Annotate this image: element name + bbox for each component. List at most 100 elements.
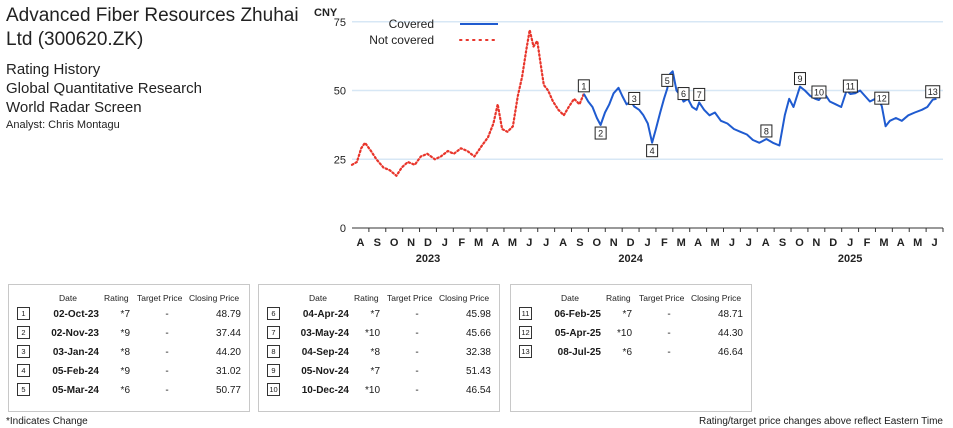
x-tick-label: N [610, 237, 618, 249]
x-tick-label: M [474, 237, 483, 249]
x-tick-label: J [442, 237, 448, 249]
rating-marker-label: 7 [697, 90, 702, 100]
rating-marker-label: 4 [650, 146, 655, 156]
rating-marker-label: 2 [598, 129, 603, 139]
x-tick-label: A [694, 237, 702, 249]
x-tick-label: J [526, 237, 532, 249]
cell-cp: 51.43 [465, 366, 491, 377]
rating-marker-box [793, 72, 806, 86]
cell-date: 03-May-24 [300, 328, 349, 339]
rating-table-3: Date Rating Target Price Closing Price 11 06-… [510, 284, 752, 412]
table-row: 10 10-Dec-24 *10 - 46.54 [259, 383, 499, 399]
cell-date: 05-Feb-24 [52, 366, 99, 377]
table-header: Date Rating Target Price Closing Price [9, 293, 249, 315]
x-tick-label: A [762, 237, 770, 249]
cell-num: 1 [17, 307, 30, 320]
cell-num: 5 [17, 383, 30, 396]
subtitle-screen: World Radar Screen [6, 99, 142, 116]
cell-cp: 50.77 [215, 385, 241, 396]
cell-rating: *8 [120, 347, 130, 358]
rating-marker-box [760, 124, 773, 138]
cell-rating: *7 [120, 309, 130, 320]
series-covered-line [582, 70, 937, 147]
cell-tp: - [667, 309, 671, 320]
rating-marker-box [874, 91, 890, 105]
x-tick-label: J [847, 237, 853, 249]
x-tick-label: N [407, 237, 415, 249]
x-tick-label: S [779, 237, 786, 249]
rating-marker-box [925, 85, 941, 99]
y-tick-label: 50 [334, 86, 346, 98]
y-tick-label: 0 [340, 223, 346, 235]
cell-tp: - [165, 385, 169, 396]
rating-marker-label: 12 [877, 94, 887, 104]
cell-date: 05-Mar-24 [52, 385, 99, 396]
cell-rating: *7 [622, 309, 632, 320]
series-not-covered-line [350, 28, 585, 177]
cell-rating: *9 [120, 328, 130, 339]
x-tick-label: M [913, 237, 922, 249]
rating-marker-box [577, 79, 590, 93]
cell-num: 12 [519, 326, 532, 339]
x-tick-label: M [710, 237, 719, 249]
table-row: 3 03-Jan-24 *8 - 44.20 [9, 345, 249, 361]
header-date: Date [309, 293, 327, 303]
header-rating: Rating [354, 293, 379, 303]
header-target: Target Price [387, 293, 433, 303]
cell-tp: - [415, 347, 419, 358]
table-row: 11 06-Feb-25 *7 - 48.71 [511, 307, 751, 323]
rating-marker-box [594, 126, 607, 140]
cell-rating: *6 [622, 347, 632, 358]
cell-date: 10-Dec-24 [301, 385, 349, 396]
cell-date: 08-Jul-25 [557, 347, 601, 358]
cell-rating: *6 [120, 385, 130, 396]
cell-tp: - [165, 366, 169, 377]
table-row: 13 08-Jul-25 *6 - 46.64 [511, 345, 751, 361]
cell-cp: 44.20 [215, 347, 241, 358]
cell-date: 05-Apr-25 [554, 328, 601, 339]
table-header: Date Rating Target Price Closing Price [511, 293, 751, 315]
legend-label: Covered [389, 17, 434, 31]
x-tick-label: F [661, 237, 668, 249]
cell-tp: - [667, 328, 671, 339]
header-date: Date [561, 293, 579, 303]
cell-tp: - [165, 309, 169, 320]
x-tick-label: D [627, 237, 635, 249]
x-tick-label: M [879, 237, 888, 249]
cell-tp: - [667, 347, 671, 358]
x-tick-label: O [795, 237, 804, 249]
header-rating: Rating [104, 293, 129, 303]
table-row: 6 04-Apr-24 *7 - 45.98 [259, 307, 499, 323]
cell-tp: - [415, 328, 419, 339]
footnote-time: Rating/target price changes above reflec… [698, 416, 943, 427]
rating-marker-label: 5 [665, 76, 670, 86]
cell-rating: *10 [616, 328, 632, 339]
x-year-label: 2025 [838, 253, 862, 265]
cell-rating: *7 [370, 309, 380, 320]
cell-num: 2 [17, 326, 30, 339]
rating-marker-label: 1 [581, 81, 586, 91]
table-row: 1 02-Oct-23 *7 - 48.79 [9, 307, 249, 323]
header-close: Closing Price [691, 293, 742, 303]
rating-marker-label: 10 [814, 88, 824, 98]
header-target: Target Price [639, 293, 685, 303]
rating-marker-label: 9 [797, 74, 802, 84]
header-rating: Rating [606, 293, 631, 303]
x-tick-label: M [508, 237, 517, 249]
cell-rating: *9 [120, 366, 130, 377]
cell-num: 7 [267, 326, 280, 339]
rating-table-1: Date Rating Target Price Closing Price 1 02-O… [8, 284, 250, 412]
rating-marker-box [661, 73, 674, 87]
cell-date: 04-Sep-24 [301, 347, 349, 358]
rating-marker-box [677, 87, 690, 101]
cell-cp: 31.02 [215, 366, 241, 377]
table-row: 5 05-Mar-24 *6 - 50.77 [9, 383, 249, 399]
cell-date: 04-Apr-24 [302, 309, 349, 320]
cell-cp: 46.54 [465, 385, 491, 396]
legend-label: Not covered [369, 33, 434, 47]
x-tick-label: A [559, 237, 567, 249]
cell-cp: 48.79 [215, 309, 241, 320]
cell-date: 02-Oct-23 [53, 309, 99, 320]
x-tick-label: S [576, 237, 583, 249]
cell-tp: - [415, 309, 419, 320]
